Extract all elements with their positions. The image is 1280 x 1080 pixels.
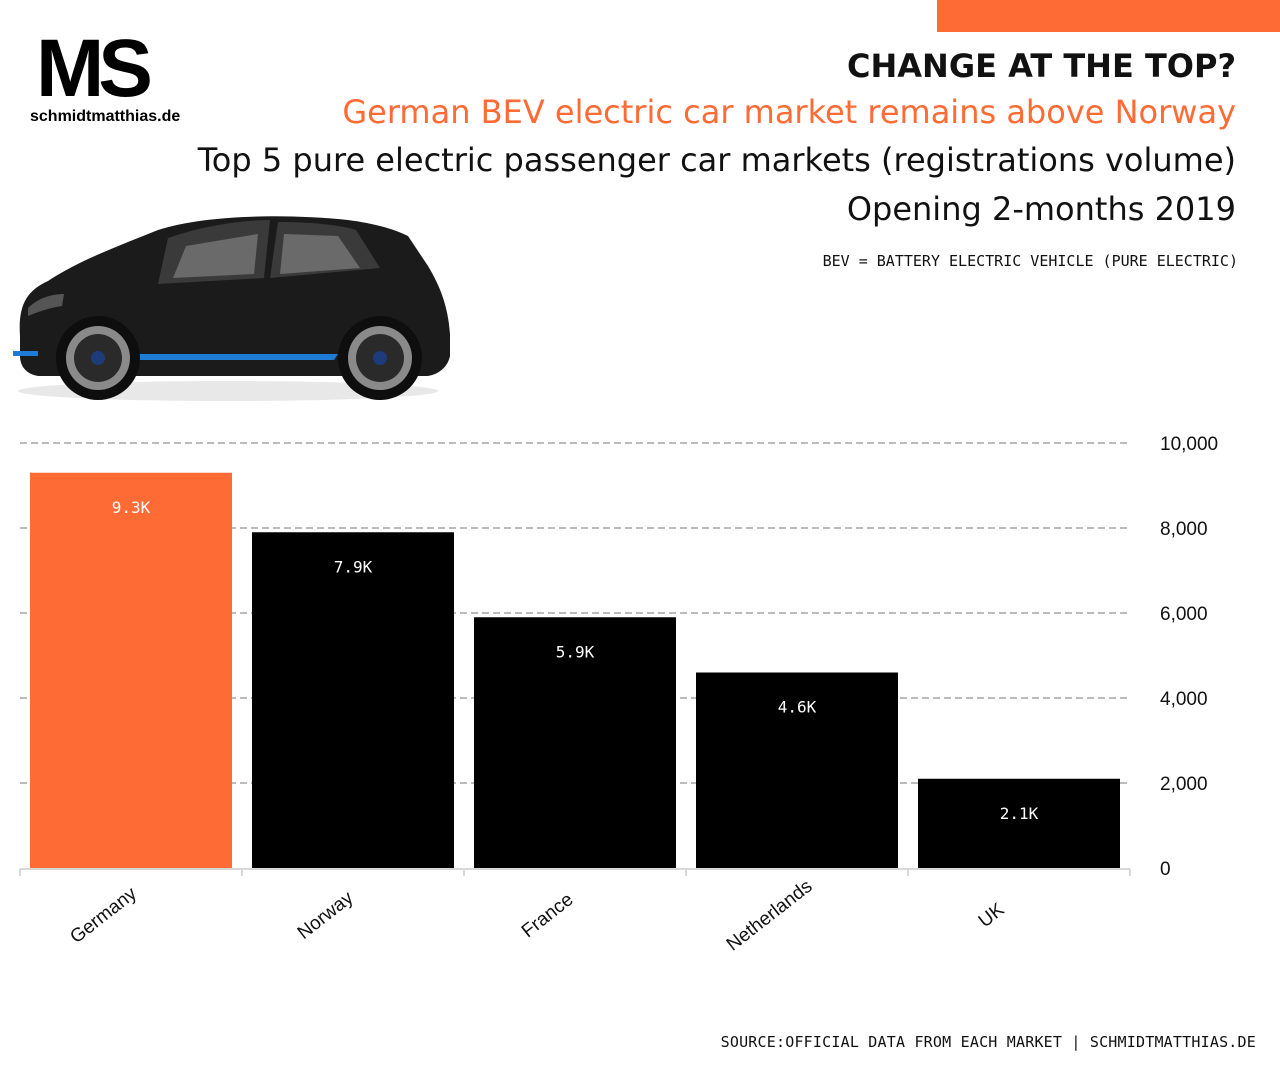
- bar-uk: [918, 778, 1120, 868]
- title-block: CHANGE AT THE TOP? German BEV electric c…: [198, 44, 1236, 234]
- chart-subtitle: German BEV electric car market remains a…: [342, 93, 1236, 131]
- data-label: 9.3K: [112, 498, 151, 517]
- x-tick-label: Norway: [294, 887, 358, 944]
- chart-period: Opening 2-months 2019: [846, 190, 1236, 228]
- logo: MS schmidtmatthias.de: [30, 28, 190, 126]
- y-tick-label: 6,000: [1160, 604, 1208, 625]
- data-label: 4.6K: [778, 698, 817, 717]
- x-tick-label: France: [518, 889, 578, 942]
- x-tick-label: Germany: [66, 883, 141, 948]
- data-label: 2.1K: [1000, 804, 1039, 823]
- bar-france: [474, 617, 676, 868]
- y-tick-label: 2,000: [1160, 774, 1208, 795]
- electric-car-icon: [13, 216, 450, 401]
- data-label: 5.9K: [556, 642, 595, 661]
- y-tick-label: 10,000: [1160, 434, 1218, 455]
- y-tick-label: 4,000: [1160, 689, 1208, 710]
- y-tick-label: 0: [1160, 859, 1171, 880]
- bar-norway: [252, 532, 454, 868]
- x-tick-label: UK: [975, 899, 1009, 932]
- data-label: 7.9K: [334, 557, 373, 576]
- source-note: SOURCE:OFFICIAL DATA FROM EACH MARKET | …: [720, 1033, 1256, 1051]
- bar-germany: [30, 472, 232, 868]
- chart-description: Top 5 pure electric passenger car market…: [197, 141, 1236, 179]
- logo-mark: MS: [36, 23, 153, 114]
- y-tick-label: 8,000: [1160, 519, 1208, 540]
- abbreviation-note: BEV = BATTERY ELECTRIC VEHICLE (PURE ELE…: [822, 252, 1238, 270]
- accent-bar: [937, 0, 1280, 32]
- chart-title: CHANGE AT THE TOP?: [847, 47, 1236, 85]
- bar-netherlands: [696, 672, 898, 868]
- bar-chart: 0 2,000 4,000 6,000 8,000 10,000 9.3K Germany 7.…: [19, 434, 1218, 956]
- logo-site: schmidtmatthias.de: [30, 108, 181, 125]
- x-tick-label: Netherlands: [723, 876, 817, 956]
